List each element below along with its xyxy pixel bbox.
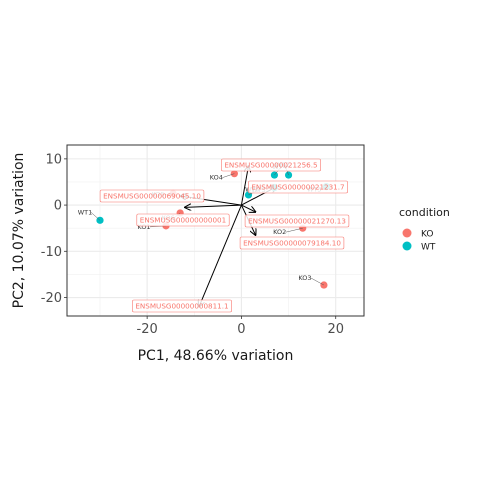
y-tick-label: 0: [54, 199, 62, 214]
point-label: KO1: [137, 223, 150, 231]
legend-key: [402, 241, 412, 251]
loading-arrow: [185, 205, 242, 207]
legend: condition KO WT: [399, 206, 450, 253]
label-leader: [285, 227, 303, 233]
legend-key: [402, 228, 412, 238]
loading-arrow: [199, 204, 242, 307]
loading-label: ENSMUSG00000000811.1: [135, 302, 228, 311]
point-label: WT1: [78, 208, 93, 216]
y-tick-label: -10: [41, 245, 62, 260]
legend-title: condition: [399, 206, 450, 219]
loading-label-box: [248, 180, 348, 194]
y-axis-title: PC2, 10.07% variation: [11, 153, 27, 309]
loading-label-box: [132, 299, 232, 313]
loading-label: ENSMUSG00000069045.10: [103, 192, 201, 201]
x-tick-label: 0: [237, 322, 245, 337]
grid: [67, 145, 364, 316]
point-label: KO3: [298, 274, 311, 282]
loading-label: ENSMUSG00000021270.13: [248, 217, 346, 226]
legend-label: WT: [421, 243, 436, 253]
x-tick-label: 20: [327, 322, 344, 337]
labels: KO4KO5KO6KO1KO2KO3WT2WT4WT3WT6WT5WT1ENSM…: [78, 158, 350, 313]
x-tick-label: -20: [137, 322, 158, 337]
loading-label-box: [136, 213, 230, 227]
loading-arrow: [240, 166, 248, 206]
loading-label-box: [99, 189, 205, 203]
loading-label: ENSMUSG00000021231.7: [251, 183, 344, 192]
axes: -20 0 20 -20 -10 0 10: [41, 152, 344, 337]
point-label: KO4: [210, 174, 223, 182]
y-tick-label: 10: [45, 152, 62, 167]
legend-label: KO: [421, 230, 434, 240]
loading-label: ENSMUSG00000079184.10: [243, 239, 341, 248]
loading-label-box: [239, 236, 345, 250]
x-axis-title: PC1, 48.66% variation: [138, 348, 294, 364]
y-tick-label: -20: [41, 291, 62, 306]
label-leader: [90, 212, 101, 221]
loading-label-box: [221, 158, 321, 172]
point-label: KO2: [273, 228, 286, 236]
loading-arrow: [241, 204, 255, 212]
label-leader: [310, 277, 325, 286]
plot-panel: [67, 145, 364, 316]
label-leader: [222, 173, 235, 178]
loading-label: ENSMUSG00000000001: [140, 216, 226, 225]
plot-border: [66, 144, 365, 317]
loading-label-box: [244, 214, 350, 228]
loading-label: ENSMUSG00000021256.5: [224, 161, 317, 170]
